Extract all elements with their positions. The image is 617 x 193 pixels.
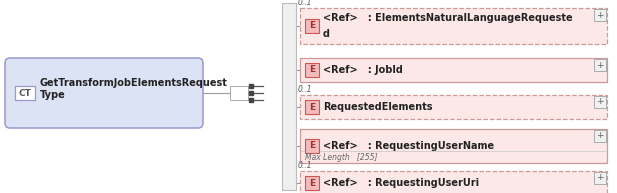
Text: Max Length   [255]: Max Length [255] (305, 153, 378, 162)
Text: <Ref>   : RequestingUserUri: <Ref> : RequestingUserUri (323, 178, 479, 188)
Text: E: E (309, 102, 315, 112)
Bar (305, 19, 319, 33)
Text: <Ref>   : RequestingUserName: <Ref> : RequestingUserName (323, 141, 494, 151)
Bar (305, 176, 319, 190)
Text: E: E (309, 141, 315, 151)
Text: CT: CT (19, 89, 31, 97)
Bar (305, 63, 319, 77)
Bar (594, 9, 606, 21)
Text: RequestedElements: RequestedElements (323, 102, 433, 112)
Text: E: E (309, 179, 315, 188)
Text: +: + (596, 131, 604, 141)
Bar (300, 129, 607, 163)
Text: E: E (309, 65, 315, 74)
Bar (300, 58, 607, 82)
Text: +: + (596, 174, 604, 183)
Bar (300, 171, 607, 193)
Text: <Ref>   : ElementsNaturalLanguageRequeste: <Ref> : ElementsNaturalLanguageRequeste (323, 13, 573, 23)
Text: 0..1: 0..1 (298, 85, 312, 94)
Bar (594, 96, 606, 108)
Text: <Ref>   : JobId: <Ref> : JobId (323, 65, 403, 75)
Text: 0..1: 0..1 (298, 161, 312, 170)
Text: +: + (596, 60, 604, 69)
FancyBboxPatch shape (5, 58, 203, 128)
Bar (230, 86, 248, 100)
Text: d: d (323, 29, 330, 39)
Bar (594, 130, 606, 142)
Bar (300, 8, 607, 44)
Text: +: + (596, 10, 604, 19)
Bar (594, 59, 606, 71)
Bar (305, 100, 319, 114)
Bar (15, 86, 35, 100)
Bar (282, 3, 296, 190)
Bar (305, 139, 319, 153)
Bar (300, 95, 607, 119)
Text: +: + (596, 97, 604, 107)
Bar (594, 172, 606, 184)
Text: GetTransformJobElementsRequest
Type: GetTransformJobElementsRequest Type (40, 78, 228, 100)
Text: E: E (309, 21, 315, 30)
Text: 0..1: 0..1 (298, 0, 312, 7)
